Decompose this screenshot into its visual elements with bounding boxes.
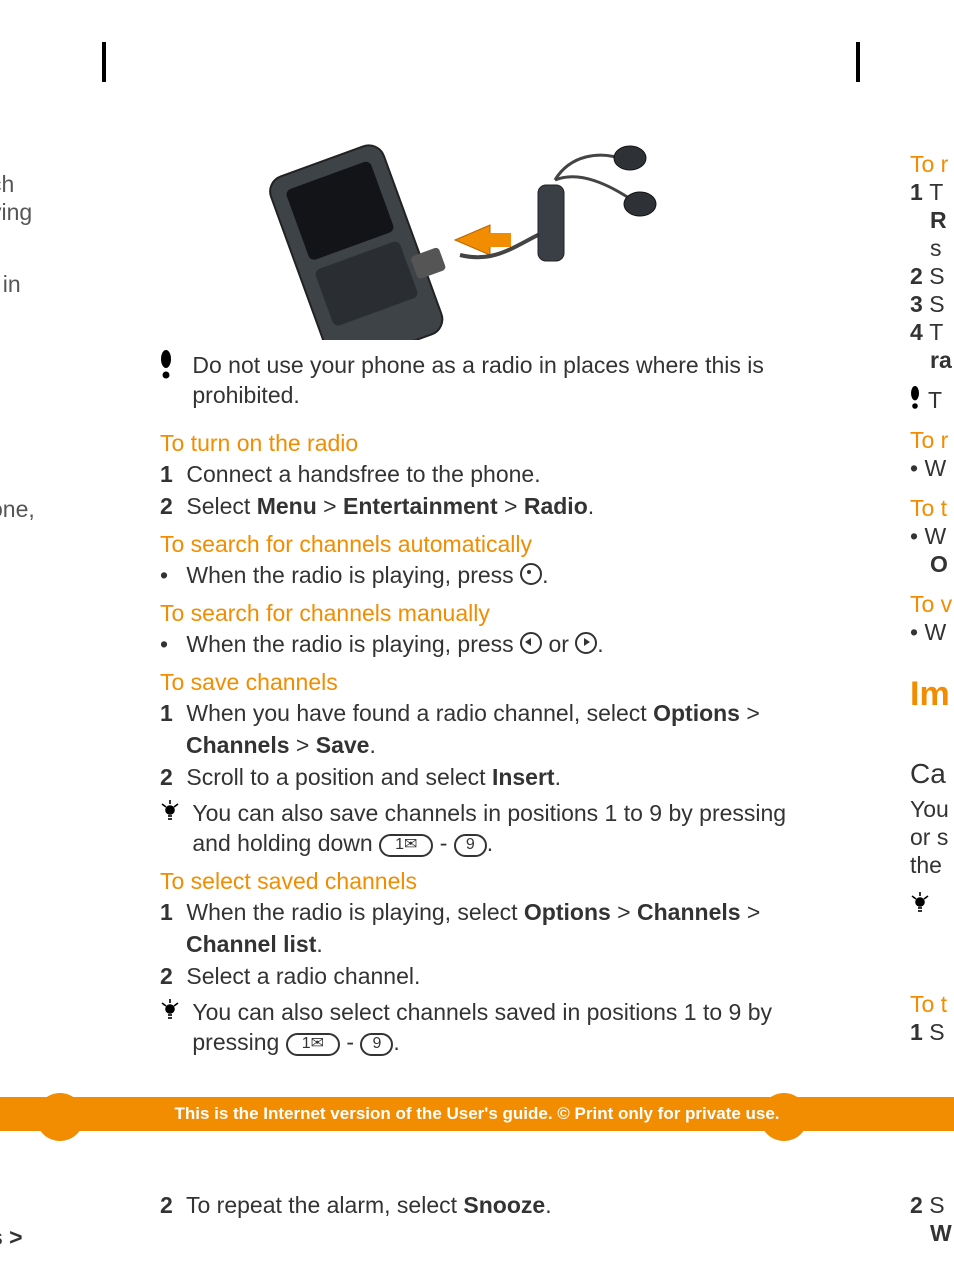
- cutoff-heading: To r: [910, 150, 948, 178]
- cutoff-text: or s: [910, 823, 948, 851]
- nav-right-key-icon: [575, 632, 597, 654]
- cutoff-text: • W: [910, 618, 946, 646]
- nav-left-key-icon: [520, 632, 542, 654]
- menu-path-item: Save: [316, 732, 370, 758]
- cutoff-text: W: [930, 1220, 952, 1247]
- heading-select-saved: To select saved channels: [160, 868, 840, 895]
- step-text: When the radio is playing, press: [186, 631, 520, 657]
- step-number: 2: [160, 491, 180, 521]
- cutoff-text: T: [910, 386, 942, 414]
- step-number: 1: [160, 698, 180, 728]
- cutoff-heading: To v: [910, 590, 952, 618]
- step-text: Scroll to a position and select: [186, 764, 492, 790]
- crop-mark: [102, 42, 106, 82]
- cutoff-big-heading: Im: [910, 680, 950, 708]
- cutoff-text: 3 S: [910, 290, 945, 318]
- cutoff-text: O: [930, 550, 948, 578]
- phone-with-headset-illustration: [230, 130, 660, 340]
- heading-save-channels: To save channels: [160, 669, 840, 696]
- menu-path-item: Insert: [492, 764, 555, 790]
- bullet: •: [160, 629, 180, 659]
- cutoff-text: s: [930, 234, 942, 262]
- cutoff-text: • W: [910, 454, 946, 482]
- step-text: When the radio is playing, select: [186, 899, 524, 925]
- cutoff-text: 1 T: [910, 178, 943, 206]
- menu-path-item: Radio: [524, 493, 588, 519]
- key-icon: 1✉: [379, 834, 433, 857]
- center-key-icon: [520, 563, 542, 585]
- menu-path-item: Options: [653, 700, 740, 726]
- menu-path-item: Menu: [257, 493, 317, 519]
- warning-icon: [160, 350, 172, 380]
- tip-icon: [160, 997, 180, 1028]
- manual-page: ch ying t in t one,: [0, 0, 954, 1269]
- step-text: Connect a handsfree to the phone.: [186, 461, 540, 487]
- cutoff-text: s >: [0, 1224, 23, 1251]
- warning-note: Do not use your phone as a radio in plac…: [160, 350, 844, 410]
- heading-manual-search: To search for channels manually: [160, 600, 840, 627]
- cutoff-text: 4 T: [910, 318, 943, 346]
- cutoff-text: You: [910, 795, 949, 823]
- menu-path-item: Entertainment: [343, 493, 498, 519]
- key-icon: 9: [454, 834, 487, 857]
- step-text: When you have found a radio channel, sel…: [186, 700, 653, 726]
- cutoff-text: ch: [0, 170, 14, 198]
- cutoff-text: 2 S: [910, 1192, 945, 1219]
- cutoff-text: 1 S: [910, 1018, 945, 1046]
- cutoff-text: the: [910, 851, 942, 879]
- cutoff-text: 2 S: [910, 262, 945, 290]
- cutoff-tip-icon: [910, 890, 930, 920]
- step-text: When the radio is playing, press: [186, 562, 520, 588]
- menu-path-item: Channels: [637, 899, 741, 925]
- cutoff-text: • W: [910, 522, 946, 550]
- menu-path-item: Snooze: [463, 1192, 545, 1218]
- cutoff-text: R: [930, 206, 947, 234]
- heading-auto-search: To search for channels automatically: [160, 531, 840, 558]
- cutoff-text: ra: [930, 346, 952, 374]
- step-number: 2: [160, 961, 180, 991]
- step-number: 1: [160, 897, 180, 927]
- warning-text: Do not use your phone as a radio in plac…: [192, 350, 832, 410]
- cutoff-text: ying: [0, 198, 32, 226]
- cutoff-text: t in: [0, 270, 21, 298]
- cutoff-text: one,: [0, 495, 35, 523]
- menu-path-item: Options: [524, 899, 611, 925]
- bullet: •: [160, 560, 180, 590]
- tip-text: You can also save channels in positions …: [192, 798, 812, 858]
- key-icon: 9: [360, 1033, 393, 1056]
- tip-text: You can also select channels saved in po…: [192, 997, 812, 1057]
- tip-icon: [160, 798, 180, 829]
- step-number: 1: [160, 459, 180, 489]
- heading-turn-on-radio: To turn on the radio: [160, 430, 840, 457]
- overflow-step: 2 To repeat the alarm, select Snooze.: [160, 1192, 552, 1219]
- footer-notice: This is the Internet version of the User…: [0, 1097, 954, 1131]
- menu-path-item: Channel list: [186, 931, 316, 957]
- warning-icon: [910, 386, 922, 410]
- crop-mark: [856, 42, 860, 82]
- step-text: Select: [186, 493, 256, 519]
- cutoff-heading: To t: [910, 494, 947, 522]
- cutoff-heading: To t: [910, 990, 947, 1018]
- key-icon: 1✉: [286, 1033, 340, 1056]
- step-text: Select a radio channel.: [186, 963, 420, 989]
- cutoff-subheading: Ca: [910, 760, 946, 788]
- cutoff-heading: To r: [910, 426, 948, 454]
- menu-path-item: Channels: [186, 732, 290, 758]
- main-content: To turn on the radio 1 Connect a handsfr…: [160, 420, 840, 1059]
- step-number: 2: [160, 762, 180, 792]
